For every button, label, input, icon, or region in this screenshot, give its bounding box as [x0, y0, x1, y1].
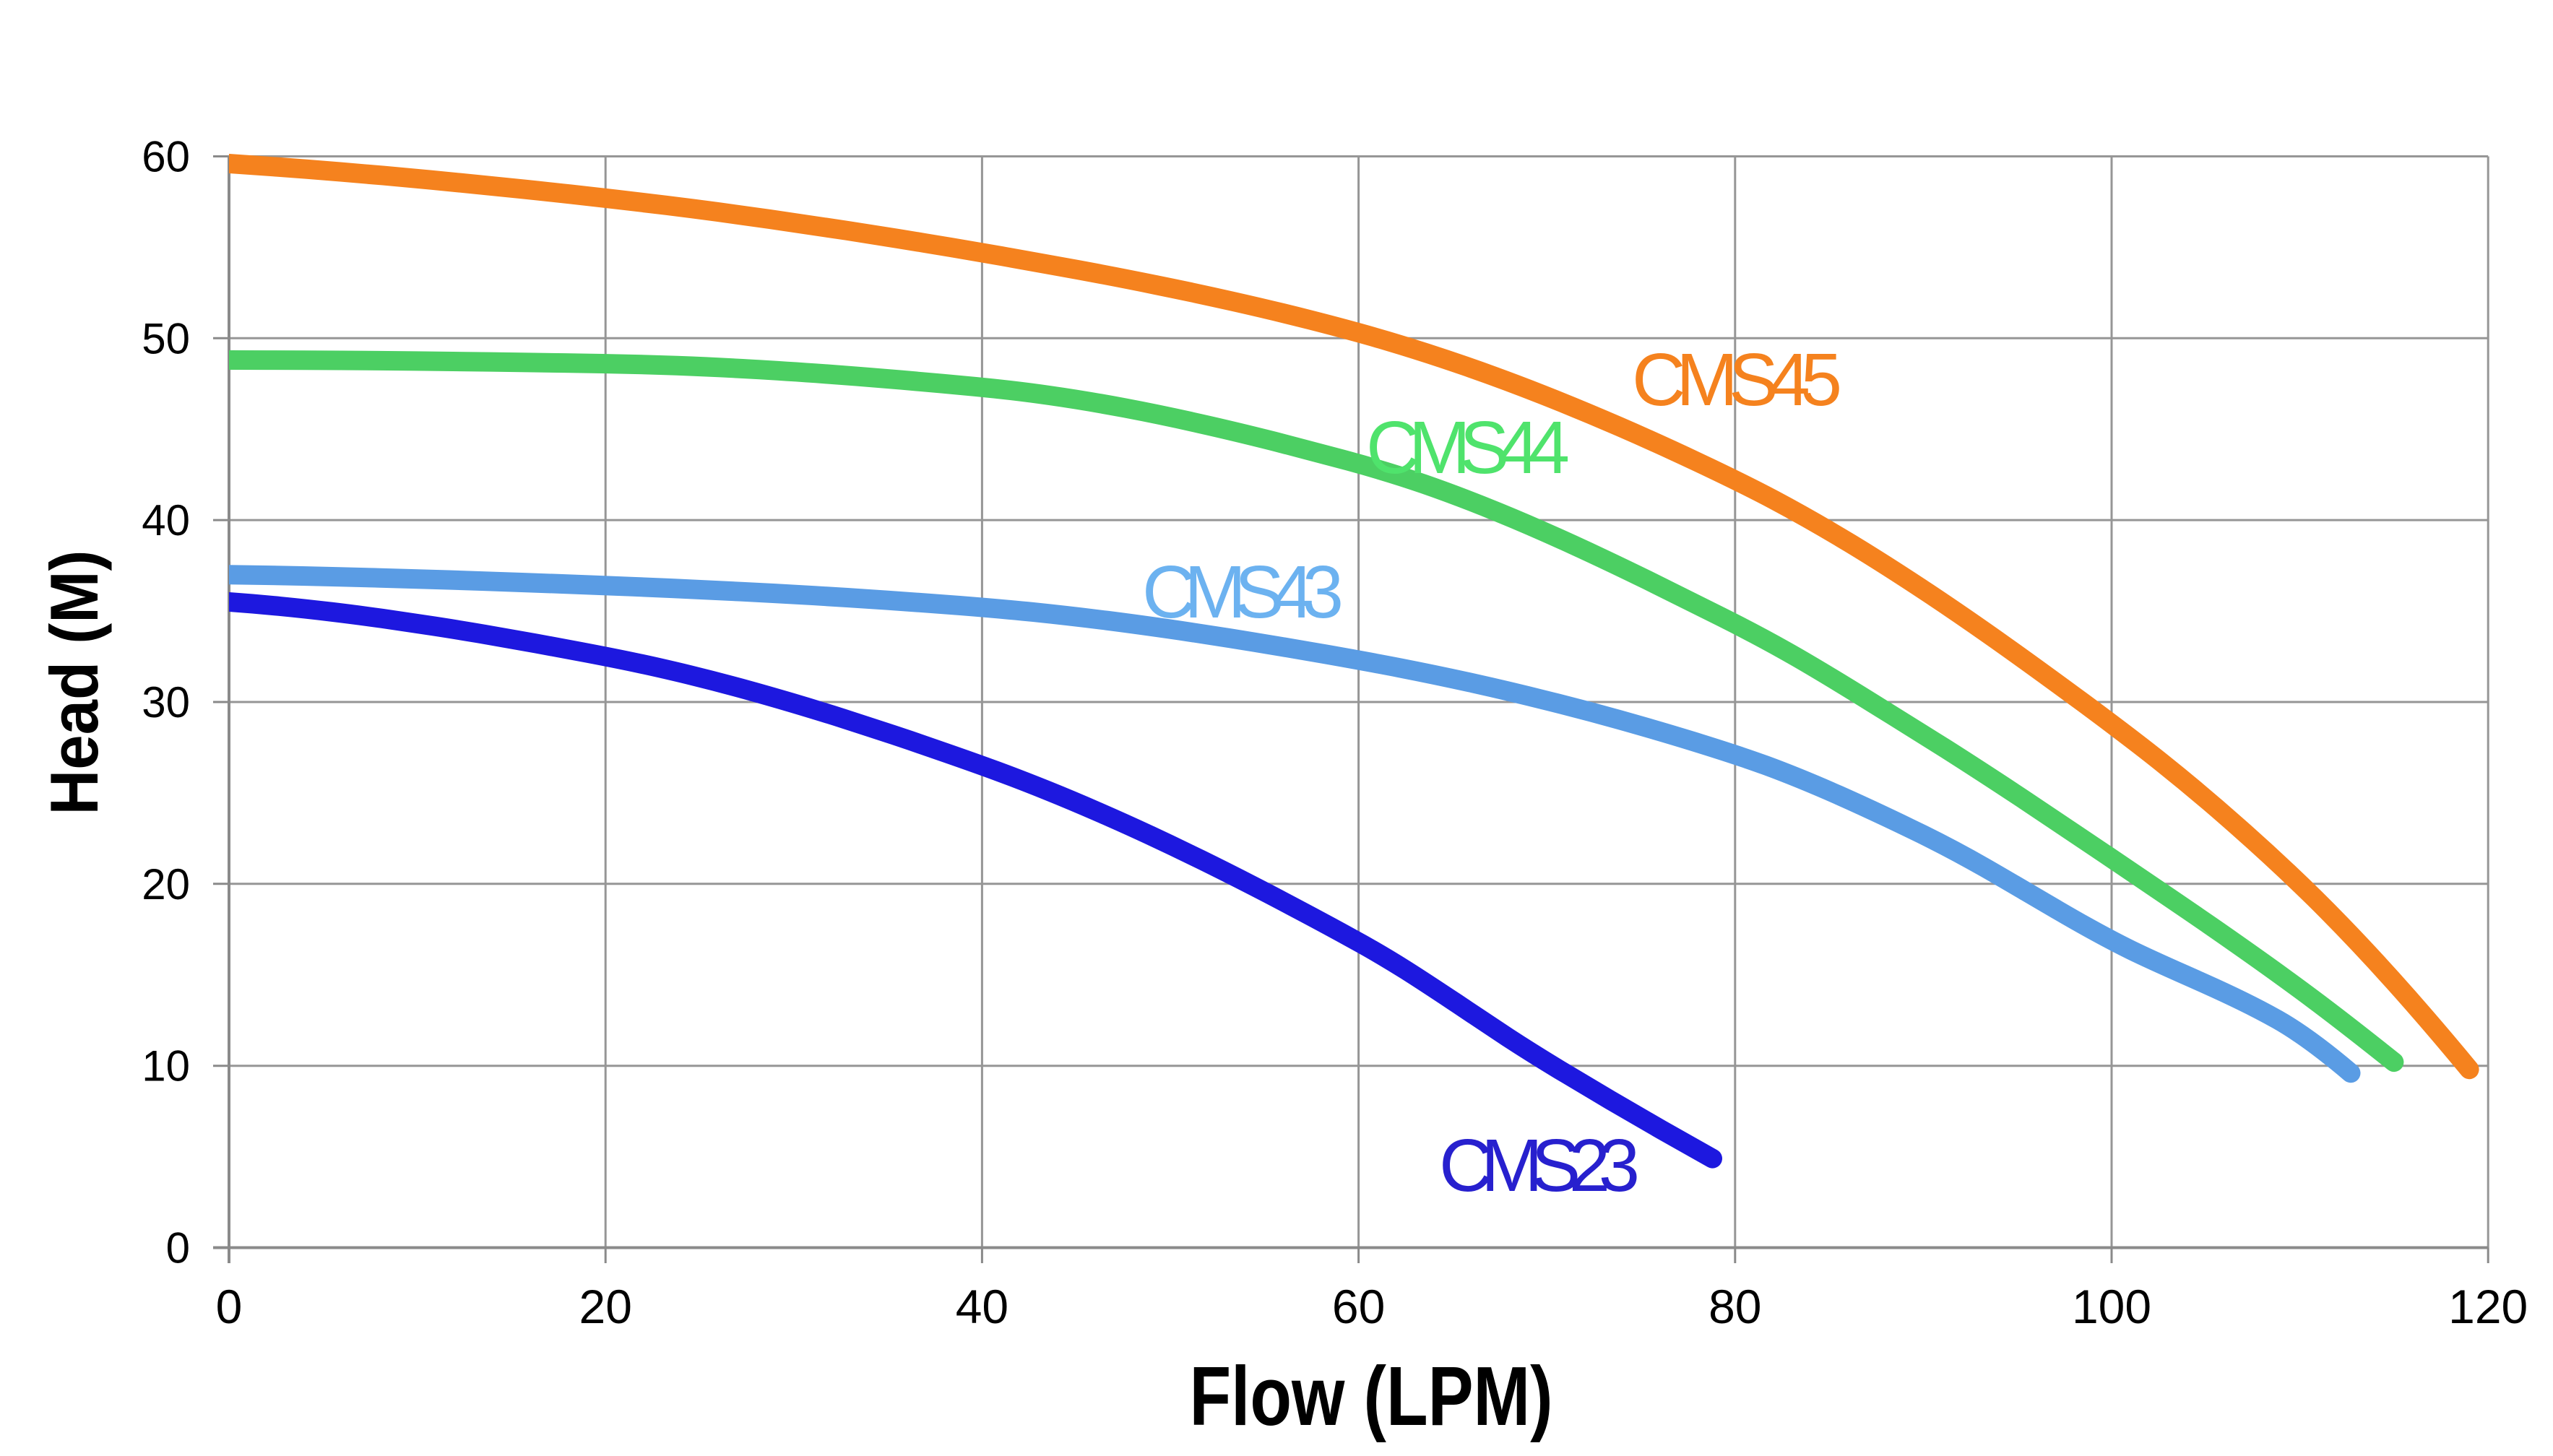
- svg-text:40: 40: [142, 496, 190, 545]
- svg-text:10: 10: [142, 1042, 190, 1091]
- svg-text:CMS23: CMS23: [1439, 1124, 1640, 1207]
- svg-text:60: 60: [142, 133, 190, 181]
- svg-text:0: 0: [216, 1280, 243, 1333]
- svg-text:30: 30: [142, 678, 190, 727]
- svg-text:CMS44: CMS44: [1366, 406, 1570, 489]
- svg-text:60: 60: [1332, 1280, 1385, 1333]
- svg-text:CMS43: CMS43: [1142, 550, 1344, 633]
- svg-text:CMS45: CMS45: [1632, 338, 1842, 421]
- svg-text:50: 50: [142, 314, 190, 363]
- svg-text:100: 100: [2072, 1280, 2151, 1333]
- svg-text:0: 0: [166, 1224, 190, 1273]
- svg-text:80: 80: [1709, 1280, 1761, 1333]
- svg-text:20: 20: [579, 1280, 631, 1333]
- svg-text:20: 20: [142, 860, 190, 909]
- svg-text:40: 40: [956, 1280, 1008, 1333]
- svg-text:Flow (LPM): Flow (LPM): [1190, 1349, 1553, 1443]
- svg-text:120: 120: [2448, 1280, 2528, 1333]
- svg-text:Head (M): Head (M): [36, 550, 112, 815]
